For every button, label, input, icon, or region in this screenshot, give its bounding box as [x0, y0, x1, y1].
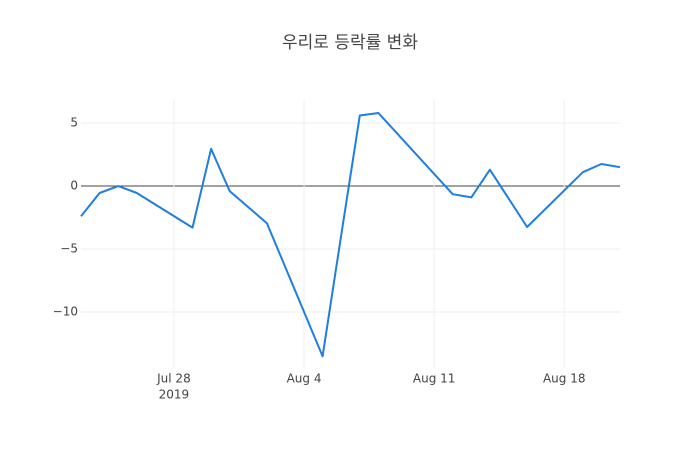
x-tick-label: Aug 18	[543, 372, 586, 386]
x-tick-year: 2019	[159, 388, 190, 402]
y-tick-label: 5	[70, 116, 78, 130]
y-tick-label: −10	[53, 305, 78, 319]
chart-title: 우리로 등락률 변화	[282, 33, 418, 53]
data-line	[80, 112, 621, 358]
x-tick-label: Jul 28	[156, 372, 191, 386]
x-tick-label: Aug 4	[287, 372, 322, 386]
y-tick-label: −5	[60, 242, 78, 256]
x-tick-label: Aug 11	[413, 372, 456, 386]
y-tick-label: 0	[70, 179, 78, 193]
